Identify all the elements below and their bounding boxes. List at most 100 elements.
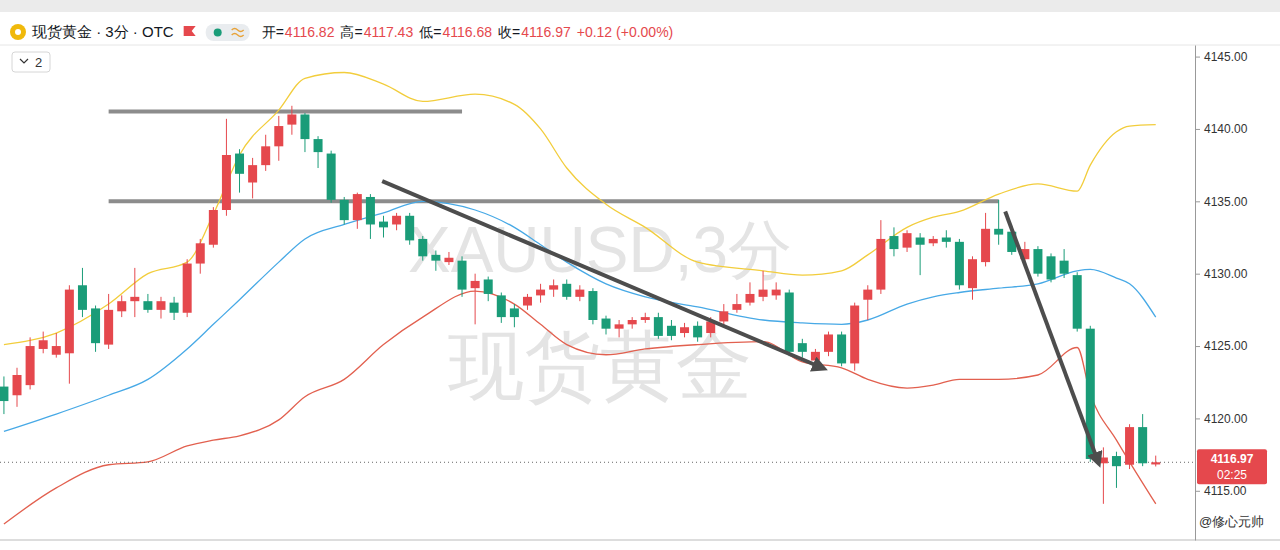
header-label: 低= [419,24,441,40]
candle-body [772,290,781,296]
band-line [4,201,1156,431]
symbol-icon-dot [15,29,21,35]
candle-body [471,281,480,288]
candle-body [327,154,336,200]
candle-body [405,216,414,241]
candle-body [523,297,532,306]
candle-body [143,301,152,310]
candle-body [1033,249,1042,274]
candle-body [942,238,951,242]
candle-body [196,243,205,263]
price-label-box [1197,449,1267,484]
candle-wick [134,268,135,317]
candle-body [26,346,35,385]
y-tick: 4130.00 [1195,267,1248,281]
candle-body [602,319,611,329]
symbol-icon [10,24,26,40]
flag-icon [184,26,196,36]
header-value: 4117.43 [364,24,414,40]
y-tick-label: 4130.00 [1204,267,1248,281]
candle-body [837,334,846,363]
candle-body [314,139,323,152]
y-tick-label: 4125.00 [1204,339,1248,353]
candle-body [994,229,1003,235]
y-tick-label: 4115.00 [1204,484,1247,498]
candle-body [889,236,898,249]
candle-body [130,297,139,301]
y-tick-mark [1195,418,1200,419]
y-tick-mark [1195,346,1200,347]
candle-body [222,155,231,210]
y-tick: 4140.00 [1195,122,1248,136]
candle-body [719,311,728,321]
candle-body [0,387,8,401]
candle-body [876,239,885,290]
header-value: 4116.68 [442,24,492,40]
y-tick: 4115.00 [1195,484,1247,498]
candle-wick [1155,456,1156,467]
candle-body [693,326,702,338]
candle-body [1125,427,1134,465]
header: 现货黄金 · 3分 · OTC开=4116.82高=4117.43低=4116.… [10,23,673,41]
candle-body [65,290,74,354]
candle-body [392,216,401,225]
candle-body [248,165,257,182]
candle-body [549,285,558,289]
candle-body [484,279,493,293]
candle-body [615,324,624,328]
plot-area [0,73,1195,525]
trend-arrow [1005,211,1098,461]
candle-body [300,114,309,139]
chart-title: 现货黄金 · 3分 · OTC [32,23,174,40]
candle-body [745,294,754,303]
candle-body [916,238,925,245]
dropdown-label[interactable]: 2 [35,55,42,70]
candle-body [117,301,126,311]
candle-body [955,242,964,285]
candle-body [759,290,768,297]
candle-body [1099,458,1108,464]
candle-body [156,301,165,310]
status-pill [206,24,250,41]
candle-body [863,290,872,300]
candle-body [1151,462,1160,464]
dropdown-box[interactable] [12,52,50,72]
candle-wick [998,200,999,245]
candle-body [418,239,427,256]
frame-bottom [0,540,1280,541]
candle-body [536,290,545,296]
watermark: 现货黄金 [448,323,752,408]
y-tick: 4125.00 [1195,339,1248,353]
y-tick-label: 4120.00 [1204,412,1248,426]
dropdown-chevron[interactable] [20,59,28,63]
candle-body [458,261,467,290]
candle-body [510,308,519,317]
candle-body [968,259,977,288]
chart-svg: XAUUSD,3分现货黄金4115.004120.004125.004130.0… [0,0,1280,550]
y-tick-mark [1195,201,1200,202]
y-tick-label: 4135.00 [1204,195,1248,209]
header-change: +0.12 (+0.00%) [577,24,674,40]
top-strip [0,0,1280,12]
candle-body [209,210,218,245]
candle-body [1060,261,1069,274]
candle-body [654,317,663,336]
trend-arrow [382,181,822,368]
candle-body [497,295,506,317]
candle-body [39,340,48,349]
background [0,0,1280,550]
header-value: 4116.82 [285,24,335,40]
y-tick: 4145.00 [1195,50,1248,64]
candle-body [628,320,637,324]
candle-wick [1103,447,1104,503]
candle-body [353,194,362,220]
level-line [109,110,462,114]
status-wave [232,29,244,37]
candles [0,106,1160,504]
candle-body [183,264,192,313]
candle-body [340,200,349,220]
y-tick-label: 4140.00 [1204,122,1248,136]
candle-body [1047,256,1056,279]
dropdown[interactable]: 2 [12,52,50,72]
candle-body [929,239,938,243]
